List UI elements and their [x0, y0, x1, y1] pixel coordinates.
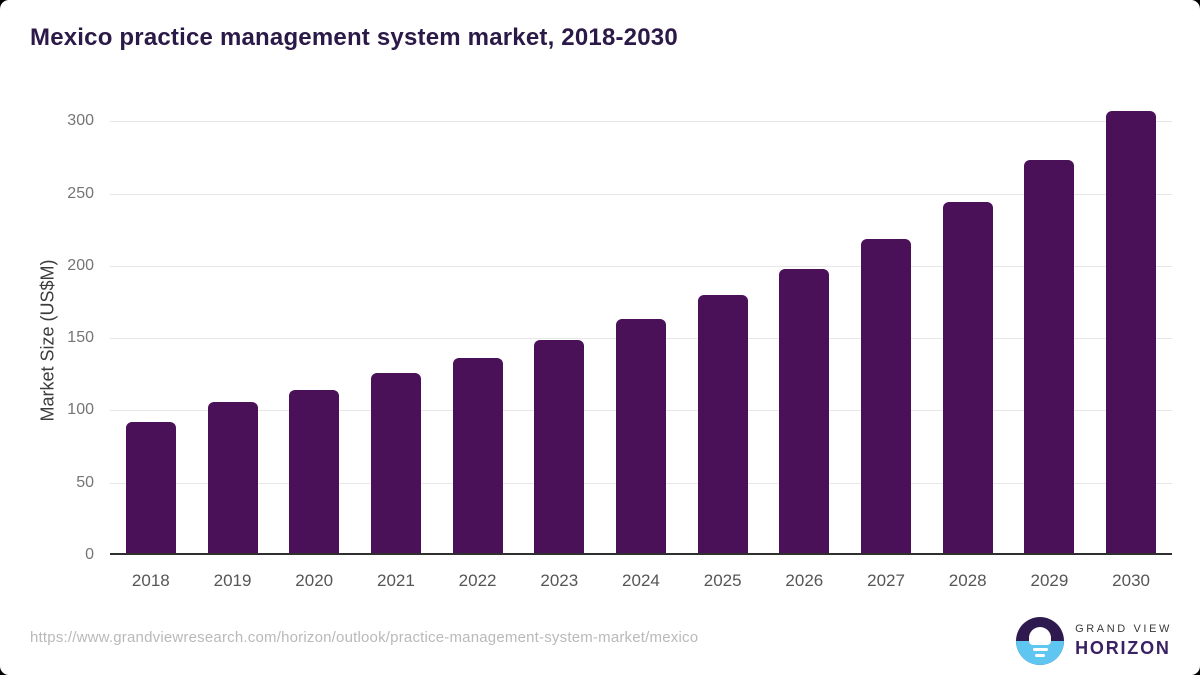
logo-text: GRAND VIEW HORIZON: [1075, 623, 1172, 659]
x-tick-label-2019: 2019: [213, 571, 252, 590]
bar-2019: [207, 401, 258, 555]
y-tick-label-250: 250: [67, 184, 94, 202]
bar-slot-2022: 2022: [437, 107, 519, 590]
bar-2026: [779, 268, 830, 555]
bar-slot-2020: 2020: [273, 107, 355, 590]
gridline-200: [110, 265, 1172, 267]
bar-slot-2024: 2024: [600, 107, 682, 590]
grand-view-horizon-logo: GRAND VIEW HORIZON: [1016, 615, 1172, 667]
bar-2028: [942, 202, 993, 555]
bar-2029: [1024, 160, 1075, 555]
horizon-sun-icon: [1016, 617, 1065, 665]
bar-2022: [452, 358, 503, 555]
bar-slot-2030: 2030: [1090, 107, 1172, 590]
bar-2027: [861, 238, 912, 555]
bar-slot-2025: 2025: [682, 107, 764, 590]
x-tick-label-2028: 2028: [948, 571, 987, 590]
bar-slot-2021: 2021: [355, 107, 437, 590]
bar-series: 2018 2019 2020 2021 2022 2023 2024 2025 2026 2027…: [110, 107, 1172, 590]
y-tick-label-0: 0: [85, 546, 94, 563]
y-tick-label-50: 50: [76, 473, 94, 491]
y-tick-label-150: 150: [67, 329, 94, 347]
bar-2020: [289, 390, 340, 555]
x-tick-label-2022: 2022: [458, 571, 497, 590]
x-tick-label-2023: 2023: [540, 571, 579, 590]
bar-slot-2023: 2023: [518, 107, 600, 590]
bar-slot-2028: 2028: [927, 107, 1009, 590]
bar-slot-2027: 2027: [845, 107, 927, 590]
bar-2024: [615, 319, 666, 555]
gridline-300: [110, 121, 1172, 123]
y-tick-label-300: 300: [67, 112, 94, 130]
logo-line-grand-view: GRAND VIEW: [1075, 623, 1172, 635]
y-tick-label-100: 100: [67, 401, 94, 419]
bar-2021: [370, 372, 421, 555]
source-url: https://www.grandviewresearch.com/horizo…: [30, 629, 699, 646]
bar-slot-2026: 2026: [764, 107, 846, 590]
x-tick-label-2020: 2020: [295, 571, 334, 590]
x-tick-label-2027: 2027: [867, 571, 905, 590]
gridline-250: [110, 193, 1172, 195]
y-tick-label-200: 200: [67, 256, 94, 274]
x-tick-label-2018: 2018: [131, 571, 170, 590]
bar-2030: [1106, 111, 1157, 555]
plot-area: 2018 2019 2020 2021 2022 2023 2024 2025 2026 2027…: [110, 107, 1172, 590]
x-tick-label-2024: 2024: [622, 571, 660, 590]
bar-2018: [125, 422, 176, 555]
x-tick-label-2029: 2029: [1030, 571, 1069, 590]
chart-title: Mexico practice management system market…: [30, 24, 678, 51]
logo-line-horizon: HORIZON: [1075, 638, 1171, 658]
bar-slot-2018: 2018: [110, 107, 192, 590]
bar-2023: [534, 339, 585, 555]
bar-slot-2029: 2029: [1009, 107, 1091, 590]
x-tick-label-2026: 2026: [785, 571, 824, 590]
x-axis-line: [110, 553, 1172, 555]
bar-2025: [697, 294, 748, 555]
x-tick-label-2025: 2025: [703, 571, 742, 590]
bar-slot-2019: 2019: [192, 107, 274, 590]
x-tick-label-2030: 2030: [1112, 571, 1150, 590]
x-tick-label-2021: 2021: [376, 571, 415, 590]
